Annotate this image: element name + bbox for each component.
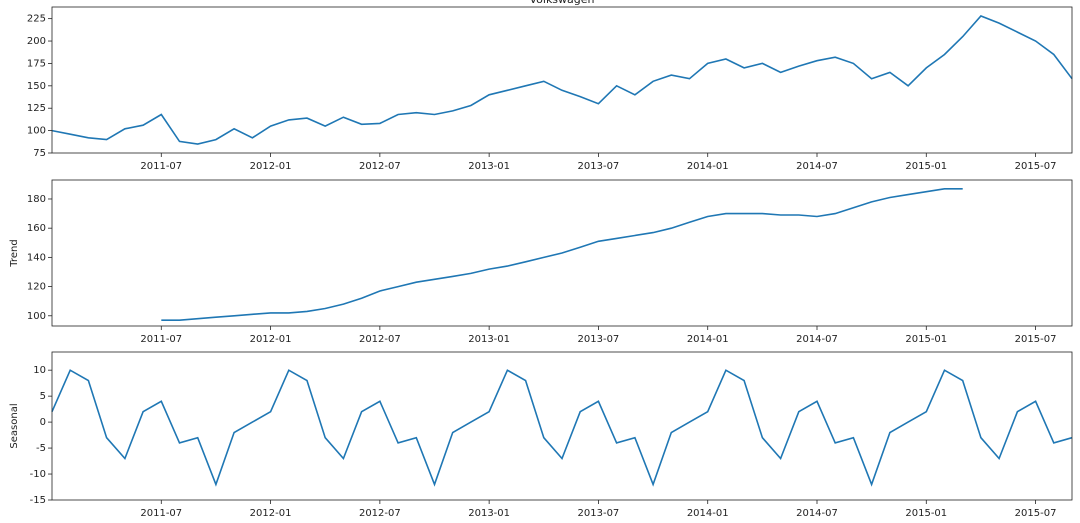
y-tick-label: 120 bbox=[27, 282, 46, 293]
chart-title: Volkswagen bbox=[529, 0, 594, 6]
x-tick-label: 2013-01 bbox=[468, 334, 510, 345]
x-tick-label: 2013-07 bbox=[578, 334, 620, 345]
y-tick-label: 100 bbox=[27, 126, 46, 137]
y-tick-label: 5 bbox=[40, 391, 46, 402]
y-tick-label: 100 bbox=[27, 311, 46, 322]
x-tick-label: 2015-07 bbox=[1015, 508, 1057, 519]
series-line bbox=[51, 15, 1073, 145]
x-tick-label: 2012-07 bbox=[359, 161, 401, 172]
plot-frame bbox=[51, 6, 1073, 154]
y-tick-label: 10 bbox=[33, 365, 46, 376]
y-tick-label: 75 bbox=[33, 148, 46, 159]
x-tick-label: 2013-07 bbox=[578, 161, 620, 172]
x-tick-label: 2012-07 bbox=[359, 508, 401, 519]
y-tick-label: 175 bbox=[27, 58, 46, 69]
x-tick-label: 2014-01 bbox=[687, 334, 729, 345]
y-tick-label: -15 bbox=[30, 495, 46, 506]
x-tick-label: 2015-01 bbox=[905, 334, 947, 345]
x-tick-label: 2014-01 bbox=[687, 161, 729, 172]
x-tick-label: 2013-01 bbox=[468, 508, 510, 519]
x-tick-label: 2012-07 bbox=[359, 334, 401, 345]
x-tick-label: 2014-07 bbox=[796, 508, 838, 519]
series-line bbox=[51, 369, 1073, 487]
y-tick-label: 200 bbox=[27, 36, 46, 47]
y-axis-label: Seasonal bbox=[9, 403, 20, 448]
x-tick-label: 2015-07 bbox=[1015, 161, 1057, 172]
y-tick-label: 125 bbox=[27, 103, 46, 114]
y-tick-label: 150 bbox=[27, 81, 46, 92]
y-tick-label: 160 bbox=[27, 223, 46, 234]
x-tick-label: 2013-07 bbox=[578, 508, 620, 519]
x-tick-label: 2012-01 bbox=[250, 508, 292, 519]
x-tick-label: 2013-01 bbox=[468, 161, 510, 172]
plot-frame bbox=[51, 179, 1073, 327]
x-tick-label: 2014-07 bbox=[796, 334, 838, 345]
x-tick-label: 2011-07 bbox=[140, 508, 182, 519]
series-line bbox=[161, 188, 963, 321]
x-tick-label: 2012-01 bbox=[250, 161, 292, 172]
y-tick-label: 180 bbox=[27, 194, 46, 205]
y-axis-label: Trend bbox=[9, 239, 20, 267]
x-tick-label: 2014-01 bbox=[687, 508, 729, 519]
x-tick-label: 2015-01 bbox=[905, 508, 947, 519]
y-tick-label: 0 bbox=[40, 417, 46, 428]
y-tick-label: 225 bbox=[27, 14, 46, 25]
y-tick-label: -5 bbox=[36, 443, 46, 454]
x-tick-label: 2012-01 bbox=[250, 334, 292, 345]
y-tick-label: -10 bbox=[30, 469, 46, 480]
x-tick-label: 2015-01 bbox=[905, 161, 947, 172]
x-tick-label: 2011-07 bbox=[140, 334, 182, 345]
y-tick-label: 140 bbox=[27, 252, 46, 263]
plot-frame bbox=[51, 351, 1073, 501]
x-tick-label: 2014-07 bbox=[796, 161, 838, 172]
x-tick-label: 2011-07 bbox=[140, 161, 182, 172]
x-tick-label: 2015-07 bbox=[1015, 334, 1057, 345]
